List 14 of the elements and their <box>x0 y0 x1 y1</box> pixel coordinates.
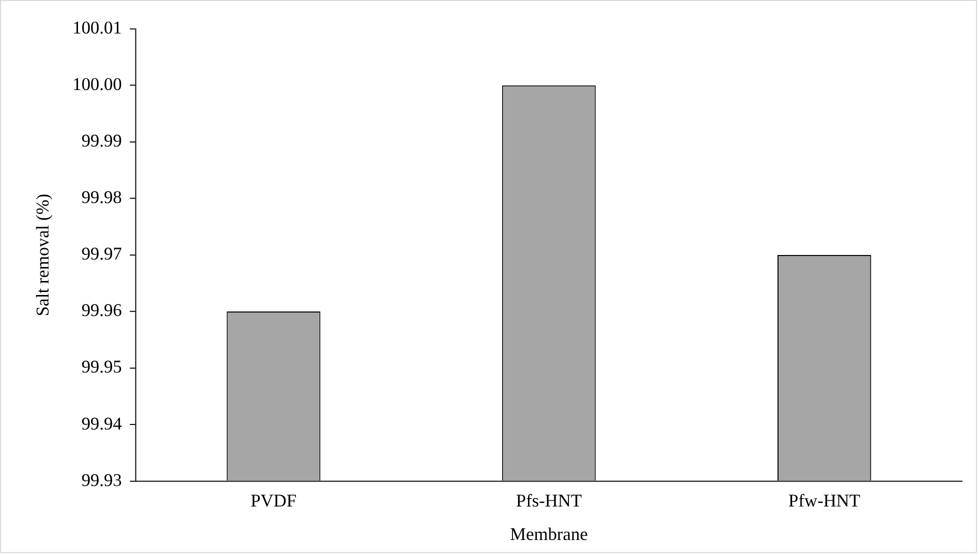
y-tick-label: 99.97 <box>81 244 122 264</box>
y-axis-title: Salt removal (%) <box>32 194 52 316</box>
y-tick-label: 100.01 <box>72 18 122 38</box>
y-tick-label: 99.95 <box>81 356 122 377</box>
y-tick-label: 100.00 <box>72 74 122 94</box>
x-axis-title: Membrane <box>510 524 588 544</box>
x-tick-label: Pfw-HNT <box>788 490 860 510</box>
y-tick-label: 99.98 <box>81 187 122 208</box>
y-tick-label: 99.94 <box>81 413 122 434</box>
x-tick-label: PVDF <box>250 490 296 510</box>
y-tick-label: 99.99 <box>81 130 122 151</box>
y-tick-label: 99.93 <box>81 470 122 490</box>
x-tick-label: Pfs-HNT <box>516 490 582 510</box>
y-tick-label: 99.96 <box>81 300 122 320</box>
